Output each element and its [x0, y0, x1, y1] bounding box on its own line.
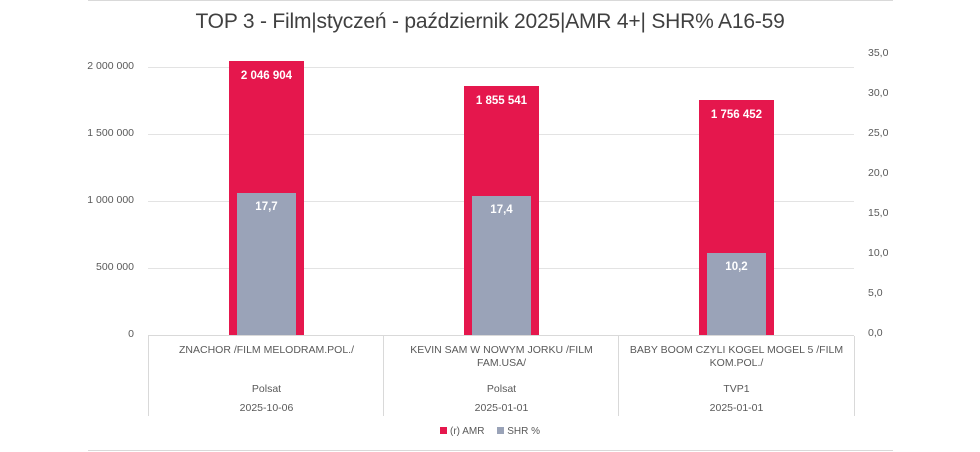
category-title: BABY BOOM CZYLI KOGEL MOGEL 5 /FILM KOM.…	[629, 344, 844, 369]
plot-area: 2 046 904 17,7 1 855 541 17,4 1 756 452 …	[148, 54, 854, 335]
chart-title: TOP 3 - Film|styczeń - październik 2025|…	[195, 10, 785, 33]
category-cell-kevin: KEVIN SAM W NOWYM JORKU /FILM FAM.USA/ P…	[383, 336, 619, 416]
right-axis-tick: 0,0	[868, 327, 883, 339]
right-axis-tick: 5,0	[868, 287, 883, 299]
category-axis-table: ZNACHOR /FILM MELODRAM.POL./ Polsat 2025…	[148, 335, 855, 416]
category-date: 2025-01-01	[709, 402, 764, 414]
bar-shr-baby-boom[interactable]: 10,2	[707, 253, 766, 335]
legend-item-shr[interactable]: SHR %	[497, 426, 540, 437]
category-date: 2025-01-01	[474, 402, 529, 414]
left-axis-tick: 1 500 000	[87, 127, 134, 139]
gridline	[148, 67, 854, 68]
bar-value-label: 1 855 541	[475, 95, 528, 107]
category-date: 2025-10-06	[239, 402, 294, 414]
right-axis-tick: 30,0	[868, 87, 889, 99]
legend-swatch-amr-icon	[439, 427, 447, 434]
bar-shr-kevin[interactable]: 17,4	[472, 196, 531, 335]
category-channel: TVP1	[723, 383, 750, 395]
chart-frame-top-border	[88, 0, 893, 1]
right-axis-tick: 15,0	[868, 207, 889, 219]
category-title: ZNACHOR /FILM MELODRAM.POL./	[178, 344, 355, 356]
left-axis-tick: 0	[128, 328, 134, 340]
left-axis-tick: 1 000 000	[87, 194, 134, 206]
bar-value-label: 10,2	[725, 261, 748, 273]
right-axis-tick: 10,0	[868, 247, 889, 259]
legend-label: SHR %	[507, 426, 541, 437]
right-axis-tick: 25,0	[868, 127, 889, 139]
chart-legend: (r) AMR SHR %	[0, 426, 980, 437]
bar-value-label: 17,7	[255, 201, 278, 213]
legend-label: (r) AMR	[449, 426, 485, 437]
bar-value-label: 17,4	[490, 204, 513, 216]
legend-item-amr[interactable]: (r) AMR	[439, 426, 485, 437]
left-axis-tick: 2 000 000	[87, 60, 134, 72]
bar-shr-znachor[interactable]: 17,7	[237, 193, 296, 335]
left-axis-tick: 500 000	[96, 261, 134, 273]
category-cell-znachor: ZNACHOR /FILM MELODRAM.POL./ Polsat 2025…	[148, 336, 384, 416]
category-channel: Polsat	[251, 383, 282, 395]
legend-swatch-shr-icon	[497, 427, 505, 434]
right-axis-tick: 35,0	[868, 47, 889, 59]
category-channel: Polsat	[486, 383, 517, 395]
category-cell-baby-boom: BABY BOOM CZYLI KOGEL MOGEL 5 /FILM KOM.…	[618, 336, 855, 416]
chart-frame-bottom-border	[88, 450, 893, 451]
bar-value-label: 2 046 904	[240, 70, 293, 82]
right-axis-tick: 20,0	[868, 167, 889, 179]
bar-value-label: 1 756 452	[710, 109, 763, 121]
category-title: KEVIN SAM W NOWYM JORKU /FILM FAM.USA/	[410, 344, 593, 369]
